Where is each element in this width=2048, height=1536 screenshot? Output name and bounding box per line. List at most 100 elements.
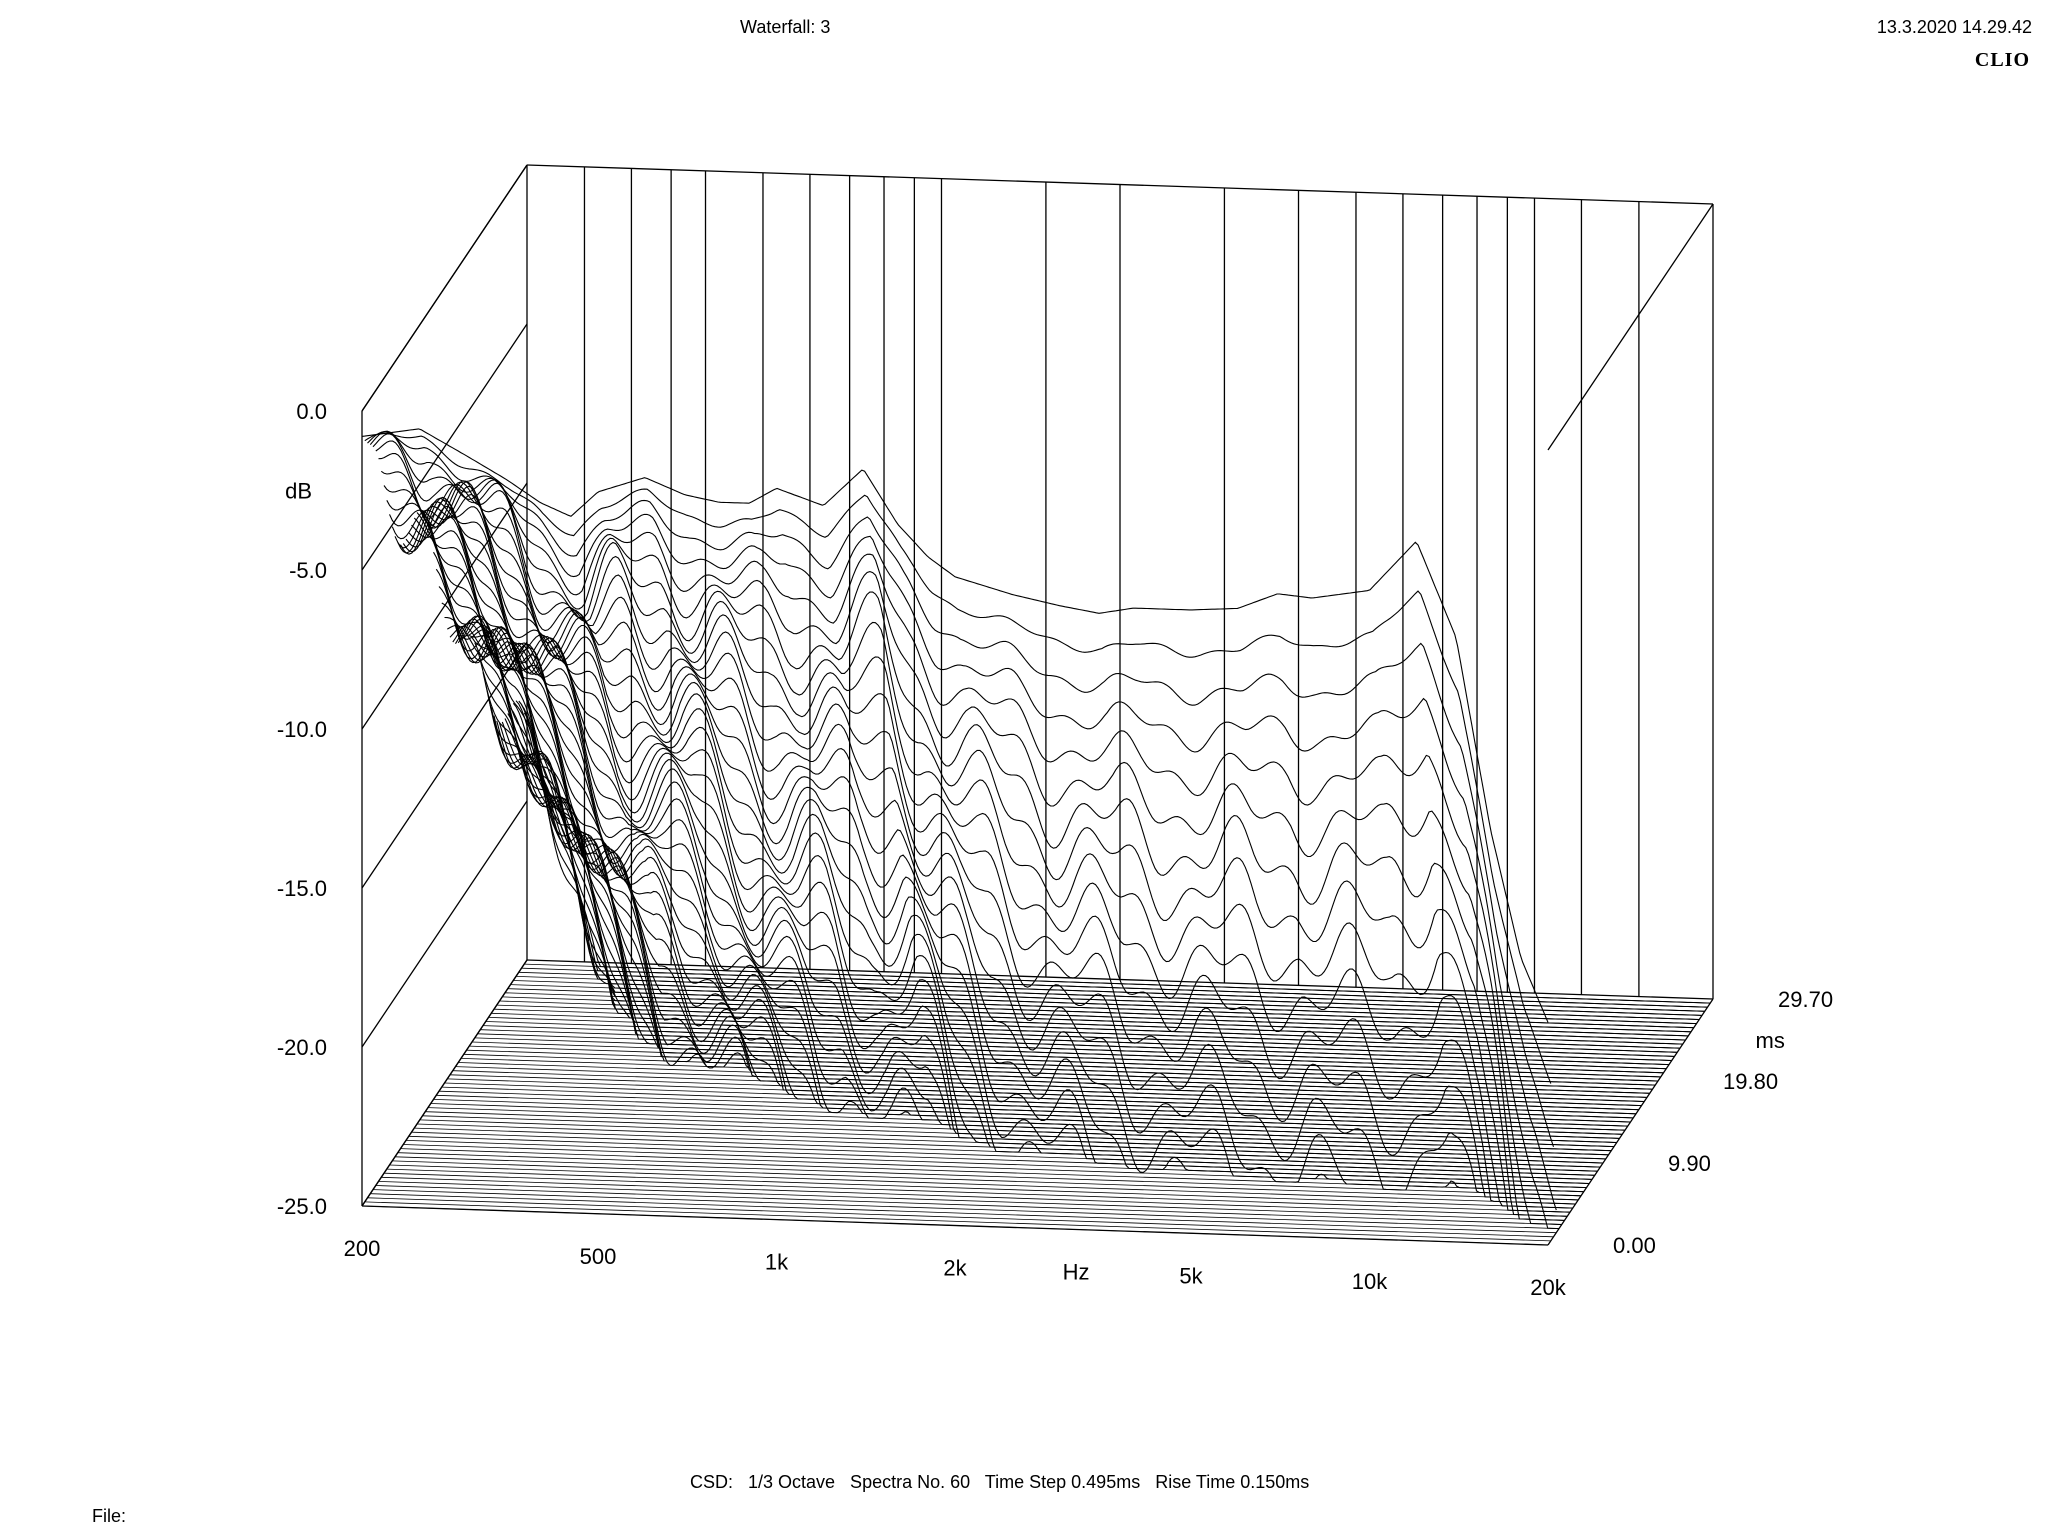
- spectrum-curve: [518, 700, 1705, 1012]
- spectrum-curve: [361, 428, 1549, 1023]
- footer-info: CSD: 1/3 Octave Spectra No. 60 Time Step…: [690, 1472, 1310, 1492]
- spectrum-curve: [386, 481, 1573, 1209]
- floor-time-line: [422, 1115, 1609, 1156]
- plot-frame: [361, 164, 1714, 1246]
- floor-time-line: [496, 1004, 1683, 1045]
- file-label: File:: [92, 1506, 127, 1526]
- x-tick-label: 500: [580, 1244, 617, 1269]
- floor-time-line: [474, 1037, 1661, 1078]
- z-tick-label: 19.80: [1723, 1069, 1778, 1094]
- y-axis-unit: dB: [285, 479, 312, 504]
- floor-time-line: [521, 967, 1708, 1008]
- floor-time-line: [386, 1168, 1573, 1209]
- floor-time-line: [469, 1045, 1656, 1086]
- floor-time-line: [383, 1172, 1571, 1213]
- floor-time-line: [378, 1181, 1565, 1221]
- x-tick-label: 20k: [1530, 1275, 1566, 1300]
- floor-time-line: [436, 1094, 1623, 1135]
- left-wall-gridline: [361, 482, 528, 730]
- z-tick-label: 29.70: [1778, 987, 1833, 1012]
- spectrum-curve: [504, 718, 1692, 1033]
- floor-time-line: [394, 1156, 1582, 1197]
- chart-title: Waterfall: 3: [740, 17, 831, 37]
- x-tick-label: 2k: [943, 1256, 967, 1281]
- floor-time-line: [433, 1099, 1620, 1139]
- z-axis-labels: 0.00 9.90 19.80 29.70 ms: [1613, 987, 1833, 1258]
- floor-time-line: [405, 1140, 1593, 1180]
- timestamp: 13.3.2020 14.29.42: [1876, 17, 2032, 37]
- x-tick-label: 5k: [1179, 1263, 1203, 1288]
- floor-time-line: [427, 1107, 1615, 1147]
- floor-time-line: [364, 1201, 1551, 1242]
- floor-time-line: [455, 1066, 1642, 1106]
- z-tick-label: 9.90: [1668, 1151, 1711, 1176]
- left-wall-gridline: [361, 164, 528, 412]
- floor-time-line: [482, 1025, 1670, 1065]
- floor-time-line: [485, 1021, 1672, 1061]
- y-tick-label: -10.0: [277, 717, 327, 742]
- floor-time-line: [419, 1119, 1606, 1160]
- floor-time-line: [452, 1070, 1639, 1111]
- floor-time-line: [361, 1205, 1549, 1246]
- floor-time-line: [414, 1127, 1601, 1168]
- x-axis-unit: Hz: [1063, 1259, 1090, 1284]
- x-tick-label: 10k: [1352, 1269, 1388, 1294]
- spectrum-curve: [501, 721, 1689, 1037]
- spectrum-curve: [383, 480, 1571, 1213]
- floor-time-line: [441, 1086, 1628, 1127]
- left-wall-gridline: [361, 641, 528, 889]
- left-wall-gridline: [361, 800, 528, 1048]
- spectrum-curve: [523, 712, 1711, 1004]
- floor-time-line: [372, 1189, 1560, 1229]
- floor-time-line: [367, 1197, 1554, 1238]
- y-tick-label: -20.0: [277, 1035, 327, 1060]
- floor-time-line: [493, 1008, 1681, 1049]
- floor-time-line: [449, 1074, 1637, 1115]
- floor-time-line: [499, 1000, 1686, 1041]
- floor-time-line: [524, 963, 1711, 1004]
- z-axis-unit: ms: [1756, 1028, 1785, 1053]
- floor-time-line: [466, 1049, 1653, 1090]
- frame-edge-top-right: [1547, 203, 1714, 451]
- x-tick-label: 200: [344, 1236, 381, 1261]
- spectrum-curve: [512, 702, 1700, 1021]
- x-tick-label: 1k: [765, 1250, 789, 1275]
- floor-time-line: [397, 1152, 1584, 1193]
- floor-time-line: [471, 1041, 1659, 1082]
- floor-time-line: [370, 1193, 1557, 1234]
- y-tick-label: -5.0: [289, 558, 327, 583]
- y-tick-label: -25.0: [277, 1194, 327, 1219]
- floor-time-line: [381, 1176, 1568, 1217]
- floor-time-line: [411, 1131, 1598, 1172]
- floor-time-line: [425, 1111, 1612, 1152]
- spectrum-curve: [372, 433, 1560, 1230]
- z-tick-label: 0.00: [1613, 1233, 1656, 1258]
- floor-time-line: [408, 1135, 1595, 1176]
- left-wall-gridline: [361, 323, 528, 571]
- floor-time-line: [518, 971, 1705, 1012]
- floor-time-line: [513, 980, 1700, 1020]
- floor-time-line: [444, 1082, 1631, 1123]
- floor-time-line: [389, 1164, 1576, 1205]
- spectrum-curve: [367, 431, 1555, 1147]
- spectra-curves: [361, 428, 1711, 1246]
- spectrum-curve: [515, 700, 1703, 1016]
- spectrum-curve: [419, 509, 1606, 1160]
- floor-time-line: [403, 1144, 1590, 1184]
- spectrum-curve: [369, 430, 1557, 1211]
- y-tick-label: 0.0: [296, 399, 327, 424]
- spectrum-curve: [510, 707, 1697, 1025]
- floor-time-line: [480, 1029, 1667, 1070]
- y-tick-label: -15.0: [277, 876, 327, 901]
- x-axis-labels: 200 500 1k 2k 5k 10k 20k Hz: [344, 1236, 1567, 1300]
- floor-time-line: [416, 1123, 1604, 1164]
- brand-logo: CLIO: [1974, 49, 2030, 71]
- spectrum-curve: [378, 452, 1565, 1221]
- floor-time-line: [430, 1103, 1617, 1143]
- floor-time-line: [507, 988, 1694, 1029]
- floor-time-line: [510, 984, 1697, 1024]
- floor-time-line: [392, 1160, 1579, 1201]
- floor-time-line: [502, 996, 1689, 1037]
- floor-time-line: [375, 1185, 1562, 1225]
